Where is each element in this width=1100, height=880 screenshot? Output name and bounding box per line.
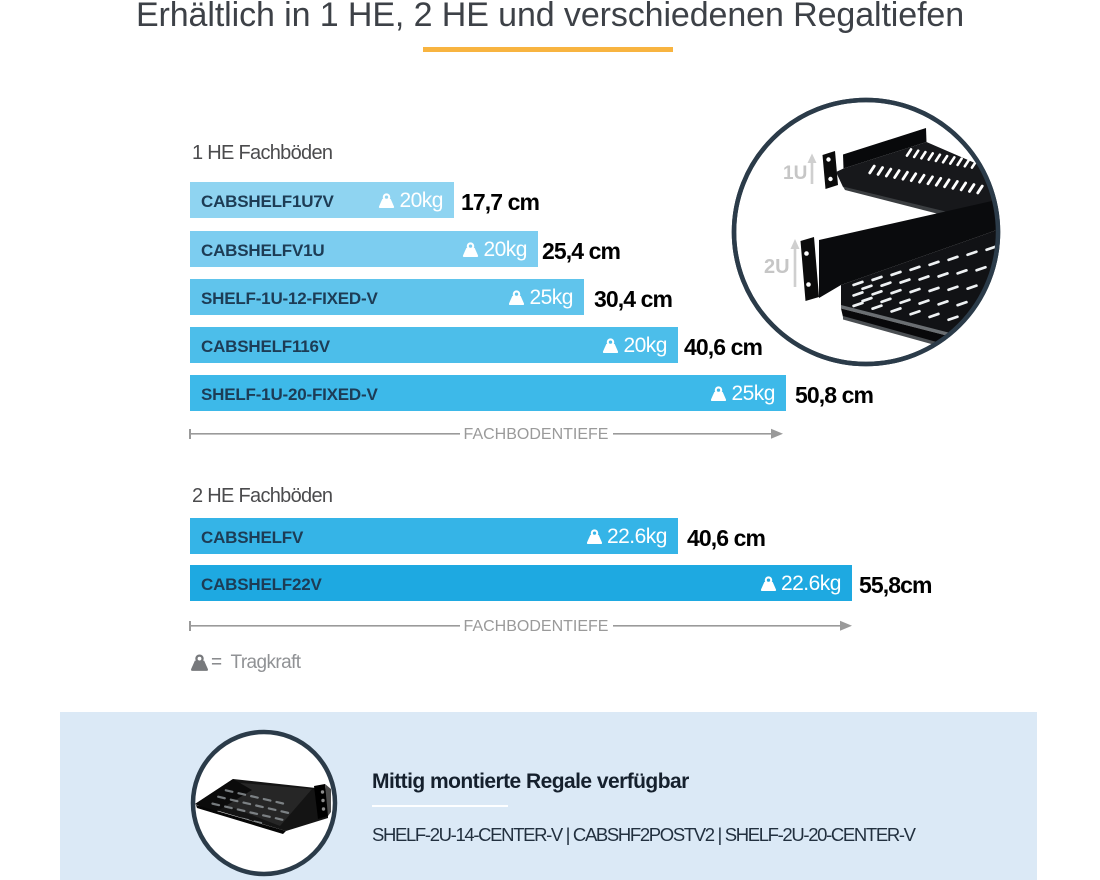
svg-text:1U: 1U bbox=[783, 163, 807, 184]
svg-text:2U: 2U bbox=[764, 256, 790, 278]
svg-text:FACHBODENTIEFE: FACHBODENTIEFE bbox=[464, 618, 609, 635]
svg-text:FACHBODENTIEFE: FACHBODENTIEFE bbox=[464, 426, 609, 443]
